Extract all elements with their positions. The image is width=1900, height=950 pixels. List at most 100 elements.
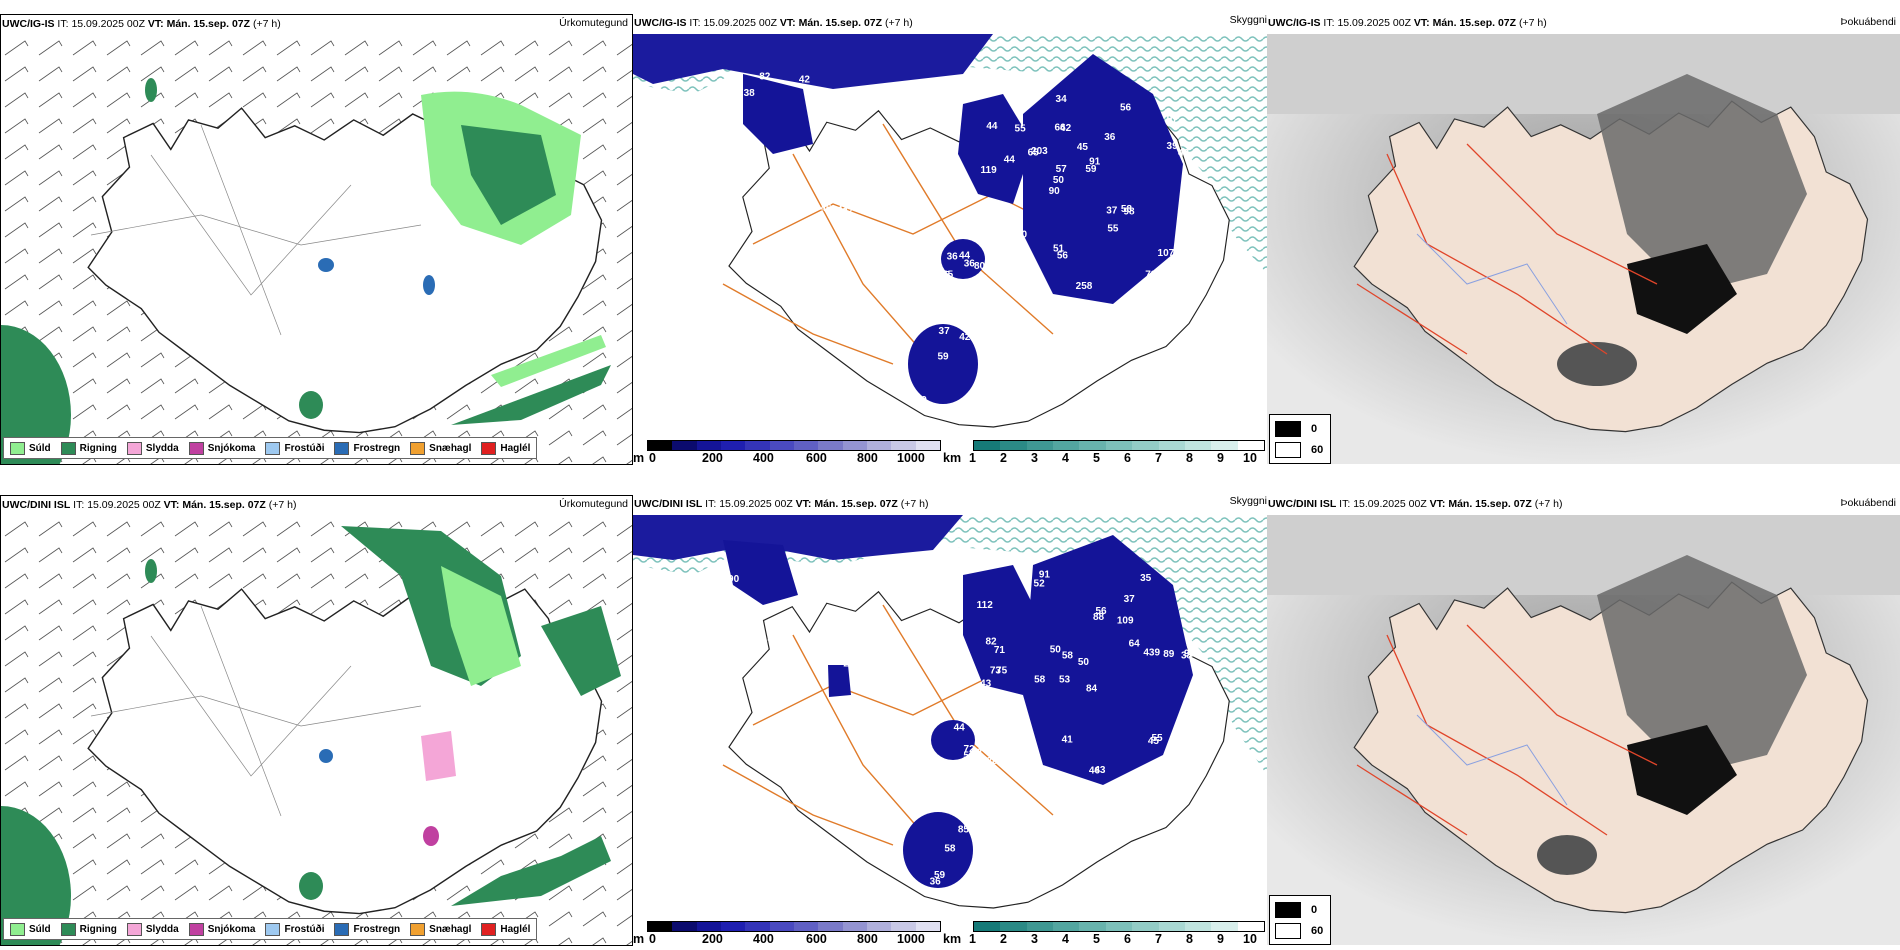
cloudbase-value-label: 88: [1163, 270, 1175, 281]
cloudbase-value-label: 258: [1076, 281, 1093, 292]
legend-label: Slydda: [145, 923, 179, 935]
cloudbase-value-label: 75: [996, 665, 1008, 676]
cloudbase-value-label: 34: [1056, 94, 1068, 105]
legend-swatch: [60, 441, 76, 455]
colorbar-segment: [818, 922, 843, 931]
legend-swatch: [481, 922, 497, 936]
cloudbase-value-label: 69: [1009, 253, 1021, 264]
cloudbase-value-label: 45: [942, 269, 954, 280]
cloudbase-value-label: 66: [1054, 123, 1066, 134]
fog-legend-label: 0: [1311, 423, 1318, 435]
legend-swatch: [265, 922, 281, 936]
fog-legend-label: 0: [1311, 904, 1318, 916]
colorbar-segment: [891, 922, 916, 931]
tick-label: 5: [1093, 932, 1100, 946]
fog-swatch: [1275, 442, 1301, 458]
legend-item: Snjókoma: [188, 922, 255, 936]
cloudbase-value-label: 37: [1106, 205, 1118, 216]
fog-legend-row: 0: [1275, 421, 1317, 437]
cloudbase-value-label: 110: [969, 713, 986, 724]
tick-label: 8: [1186, 932, 1193, 946]
legend-swatch: [188, 922, 204, 936]
colorbar-segment: [1000, 922, 1027, 931]
visibility-gradient: [973, 440, 1265, 451]
colorbar-segment: [1105, 441, 1133, 450]
colorbar-segment: [915, 922, 940, 931]
cloudbase-value-label: 58: [1034, 674, 1046, 685]
fog-swatch: [1275, 923, 1301, 939]
colorbar-segment: [696, 922, 721, 931]
precip-legend-bottom: Súld Rigning Slydda Snjókoma Frostúði Fr…: [3, 918, 538, 940]
colorbar-segment: [842, 922, 867, 931]
cloudbase-value-label: 110: [767, 632, 784, 643]
cloudbase-value-label: 55: [1107, 223, 1119, 234]
visibility-gradient: [973, 921, 1265, 932]
legend-swatch: [188, 441, 204, 455]
legend-label: Súld: [29, 442, 51, 454]
legend-swatch: [410, 441, 426, 455]
cloudbase-value-label: 84: [1086, 684, 1098, 695]
cloudbase-value-label: 78: [1145, 270, 1157, 281]
legend-item: Súld: [10, 922, 51, 936]
legend-label: Frostúði: [284, 442, 325, 454]
precip-panel-top: UWC/IG-IS IT: 15.09.2025 00Z VT: Mán. 15…: [0, 14, 633, 465]
cloudbase-value-label: 50: [1053, 175, 1065, 186]
cloudbase-value-label: 85: [958, 824, 970, 835]
cloudbase-value-label: 36: [947, 251, 959, 262]
colorbar-segment: [648, 922, 673, 931]
cloudbase-value-label: 59: [1085, 164, 1097, 175]
fog-legend-row: 0: [1275, 902, 1317, 918]
legend-swatch: [60, 922, 76, 936]
cloudbase-value-label: 90: [728, 574, 740, 585]
legend-item: Frostúði: [265, 441, 325, 455]
colorbar-segment: [1211, 922, 1238, 931]
fog-legend-row: 60: [1275, 923, 1323, 939]
colorbar-segment: [1053, 922, 1080, 931]
cloud-panel-top: 88 119 97 90 36 48 66 45 70 203 80 69 42 91 98 44 34 24 37…: [633, 14, 1267, 465]
legend-label: Snjókoma: [207, 442, 256, 454]
colorbar-segment: [1132, 922, 1159, 931]
cloudbase-value-label: 44: [837, 205, 849, 216]
cloudbase-value-label: 431: [820, 653, 837, 664]
cloudbase-value-label: 57: [804, 85, 816, 96]
cloudbase-value-label: 72: [971, 748, 983, 759]
legend-label: Snæhagl: [429, 442, 472, 454]
unit-label: m: [633, 451, 645, 465]
cloudbase-value-label: 92: [1184, 649, 1196, 660]
cloudbase-gradient: [647, 440, 941, 451]
cloudbase-value-label: 98: [1123, 207, 1135, 218]
colorbar-segment: [793, 441, 819, 450]
cloudbase-value-label: 27: [744, 136, 756, 147]
colorbar-segment: [696, 441, 721, 450]
cloudbase-value-label: 439: [1143, 648, 1160, 659]
cloudbase-value-label: 70: [990, 231, 1002, 242]
legend-item: Rigning: [60, 922, 117, 936]
colorbar-segment: [672, 922, 697, 931]
cloudbase-value-label: 89: [1163, 649, 1175, 660]
cloudbase-value-label: 37: [1124, 594, 1136, 605]
tick-label: 3: [1031, 932, 1038, 946]
colorbar-segment: [818, 441, 843, 450]
cloudbase-value-label: 24: [975, 718, 987, 729]
tick-label: 8: [1186, 451, 1193, 465]
cloudbase-value-label: 28: [987, 756, 999, 767]
colorbar-segment: [720, 441, 746, 450]
cloudbase-value-label: 49: [1015, 267, 1027, 278]
cloudbase-value-label: 55: [1014, 704, 1026, 715]
cloudbase-value-label: 68: [976, 274, 988, 285]
legend-label: Snæhagl: [429, 923, 472, 935]
cloudbase-value-label: 91: [1039, 570, 1051, 581]
cloudbase-value-label: 82: [759, 71, 771, 82]
cloudbase-value-label: 61: [840, 168, 852, 179]
legend-label: Haglél: [500, 442, 531, 454]
colorbar-segment: [1053, 441, 1080, 450]
colorbar-segment: [1237, 441, 1264, 450]
legend-item: Snæhagl: [410, 441, 472, 455]
tick-label: 3: [1031, 451, 1038, 465]
cloudbase-value-label: 70: [1016, 229, 1028, 240]
tick-label: 200: [702, 932, 723, 946]
legend-item: Snæhagl: [410, 922, 472, 936]
cloudbase-value-label: 119: [981, 165, 998, 176]
colorbar-segment: [1026, 922, 1054, 931]
cloudbase-value-label: 80: [974, 261, 986, 272]
